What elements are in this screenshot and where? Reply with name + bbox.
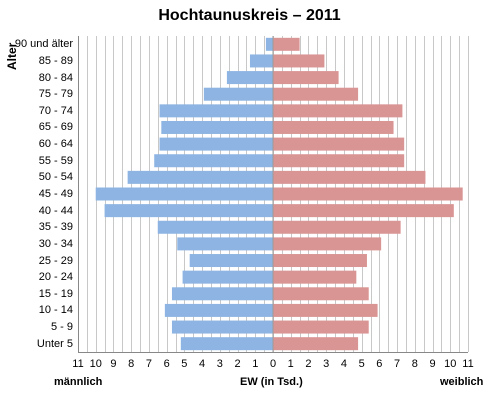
female-bar xyxy=(273,303,378,317)
x-tick-label: 10 xyxy=(444,358,457,370)
female-bar xyxy=(273,87,359,101)
x-tick-label: 1 xyxy=(287,358,294,370)
female-bar xyxy=(273,254,367,268)
x-axis-title: EW (in Tsd.) xyxy=(240,376,303,388)
female-label: weiblich xyxy=(440,376,484,388)
male-bar xyxy=(171,287,273,301)
female-bar xyxy=(273,154,405,168)
category-label: 30 - 34 xyxy=(38,237,73,250)
x-tick-label: 7 xyxy=(394,358,401,370)
x-tick-label: 1 xyxy=(252,358,259,370)
category-label: 65 - 69 xyxy=(38,121,73,134)
category-label: 70 - 74 xyxy=(38,104,73,117)
category-label: 75 - 79 xyxy=(38,88,73,101)
male-bar xyxy=(171,320,273,334)
female-bar xyxy=(273,270,357,284)
x-tick-label: 6 xyxy=(163,358,170,370)
male-bar xyxy=(154,154,273,168)
male-bar xyxy=(189,254,273,268)
male-bar xyxy=(95,187,274,201)
x-tick-label: 6 xyxy=(376,358,383,370)
category-label: 45 - 49 xyxy=(38,188,73,200)
x-tick-label: 4 xyxy=(199,358,206,370)
male-bar xyxy=(161,120,273,134)
category-label: 60 - 64 xyxy=(38,138,73,151)
category-label: 25 - 29 xyxy=(38,254,73,267)
female-bar xyxy=(273,337,359,351)
x-tick-label: 11 xyxy=(462,358,474,370)
female-bar xyxy=(273,54,325,68)
category-label: 80 - 84 xyxy=(38,71,73,84)
category-label: 10 - 14 xyxy=(38,304,73,317)
x-tick-label: 7 xyxy=(145,358,152,370)
male-bar xyxy=(203,87,273,101)
male-bar xyxy=(249,54,273,68)
male-bar xyxy=(104,204,273,218)
category-label: 40 - 44 xyxy=(38,204,73,217)
male-label: männlich xyxy=(54,376,103,388)
male-bar xyxy=(180,337,273,351)
x-tick-label: 0 xyxy=(269,358,277,370)
female-bar xyxy=(273,320,369,334)
category-label: 15 - 19 xyxy=(38,287,73,300)
male-bar xyxy=(226,71,273,85)
female-bar xyxy=(273,104,403,118)
female-bar xyxy=(273,170,426,184)
category-label: 85 - 89 xyxy=(38,54,73,67)
x-tick-label: 3 xyxy=(323,358,330,370)
female-bar xyxy=(273,204,454,218)
female-bar xyxy=(273,120,394,134)
x-tick-label: 3 xyxy=(216,358,223,370)
category-label: 90 und älter xyxy=(14,38,73,51)
x-tick-label: 2 xyxy=(234,358,241,370)
female-bar xyxy=(273,220,401,234)
category-label: 35 - 39 xyxy=(38,221,73,234)
female-bar xyxy=(273,287,369,301)
male-bar xyxy=(159,137,273,151)
female-bar xyxy=(273,71,339,85)
male-bar xyxy=(182,270,273,284)
x-tick-label: 5 xyxy=(181,358,188,370)
x-tick-label: 9 xyxy=(429,358,436,370)
chart-title: Hochtaunuskreis – 2011 xyxy=(158,7,341,24)
x-tick-label: 2 xyxy=(305,358,312,370)
male-bar xyxy=(265,37,273,51)
category-label: 55 - 59 xyxy=(38,154,73,167)
x-tick-label: 8 xyxy=(128,358,135,370)
category-label: Unter 5 xyxy=(36,337,73,350)
female-bar xyxy=(273,237,382,251)
x-tick-label: 9 xyxy=(110,358,117,370)
category-label: 50 - 54 xyxy=(38,171,73,184)
male-bar xyxy=(127,170,274,184)
male-bar xyxy=(164,303,273,317)
female-bar xyxy=(273,137,405,151)
x-tick-label: 11 xyxy=(72,358,84,370)
female-bar xyxy=(273,37,300,51)
x-tick-label: 4 xyxy=(340,358,347,370)
male-bar xyxy=(177,237,273,251)
category-label: 20 - 24 xyxy=(38,271,73,284)
male-bar xyxy=(157,220,273,234)
x-tick-label: 10 xyxy=(89,358,102,370)
category-label: 5 - 9 xyxy=(50,321,73,334)
female-bar xyxy=(273,187,463,201)
x-tick-label: 5 xyxy=(358,358,365,370)
male-bar xyxy=(159,104,273,118)
x-tick-label: 8 xyxy=(411,358,418,370)
